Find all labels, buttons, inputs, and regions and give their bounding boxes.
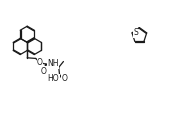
Text: O: O xyxy=(62,74,68,83)
Text: O: O xyxy=(37,58,43,67)
Text: O: O xyxy=(41,67,46,76)
Text: NH: NH xyxy=(47,59,59,68)
Text: HO: HO xyxy=(48,74,59,83)
Text: S: S xyxy=(133,28,138,37)
Polygon shape xyxy=(52,64,59,67)
